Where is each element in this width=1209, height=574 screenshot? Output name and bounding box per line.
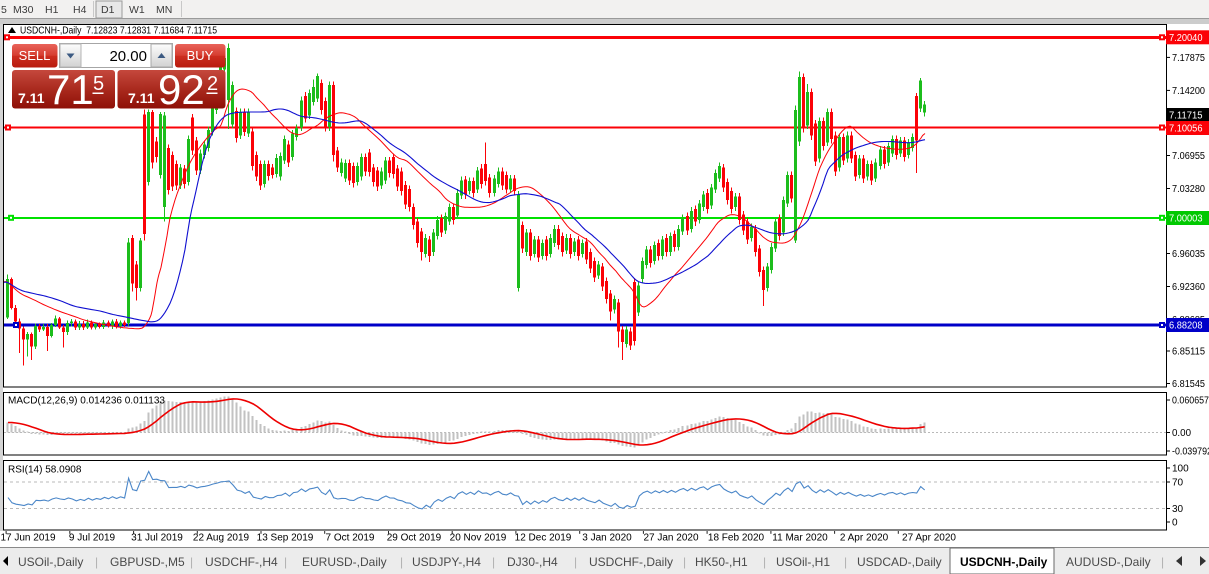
svg-text:GBPUSD-,M5: GBPUSD-,M5	[110, 555, 185, 569]
svg-text:M30: M30	[13, 4, 34, 16]
svg-text:7.03280: 7.03280	[1172, 184, 1205, 195]
svg-text:DJ30-,H4: DJ30-,H4	[507, 555, 558, 569]
svg-text:31 Jul 2019: 31 Jul 2019	[131, 533, 183, 544]
svg-text:7.11: 7.11	[128, 90, 155, 106]
svg-text:H1: H1	[45, 4, 59, 16]
svg-text:7.17875: 7.17875	[1172, 53, 1205, 64]
svg-text:USOil-,H1: USOil-,H1	[776, 555, 830, 569]
svg-text:6.81545: 6.81545	[1172, 379, 1205, 390]
svg-text:HK50-,H1: HK50-,H1	[695, 555, 748, 569]
svg-text:7.11: 7.11	[18, 90, 45, 106]
svg-text:3 Jan 2020: 3 Jan 2020	[582, 533, 632, 544]
svg-text:12 Dec 2019: 12 Dec 2019	[515, 533, 572, 544]
svg-text:13 Sep 2019: 13 Sep 2019	[257, 533, 314, 544]
svg-text:W1: W1	[129, 4, 145, 16]
svg-text:SELL: SELL	[19, 48, 51, 63]
svg-text:|: |	[763, 555, 766, 569]
svg-text:USDCNH-,Daily: USDCNH-,Daily	[960, 555, 1048, 569]
svg-text:USDCHF-,Daily: USDCHF-,Daily	[589, 555, 673, 569]
svg-text:MN: MN	[156, 4, 172, 16]
svg-text:0.060657: 0.060657	[1172, 396, 1209, 407]
svg-text:17 Jun 2019: 17 Jun 2019	[0, 533, 55, 544]
svg-text:18 Feb 2020: 18 Feb 2020	[708, 533, 765, 544]
svg-text:|: |	[492, 555, 495, 569]
svg-text:27 Jan 2020: 27 Jan 2020	[643, 533, 698, 544]
svg-text:5: 5	[93, 73, 104, 95]
svg-text:11 Mar 2020: 11 Mar 2020	[772, 533, 828, 544]
svg-text:9 Jul 2019: 9 Jul 2019	[69, 533, 116, 544]
svg-text:7.10056: 7.10056	[1169, 124, 1203, 135]
svg-text:7.11715: 7.11715	[1169, 111, 1203, 122]
svg-text:5: 5	[1, 4, 7, 16]
svg-text:7.00003: 7.00003	[1169, 214, 1203, 225]
svg-text:|: |	[574, 555, 577, 569]
svg-text:-0.039792: -0.039792	[1172, 447, 1209, 458]
svg-text:0: 0	[1172, 518, 1178, 529]
svg-text:7.20040: 7.20040	[1169, 33, 1203, 44]
svg-text:|: |	[400, 555, 403, 569]
svg-text:USDJPY-,H4: USDJPY-,H4	[412, 555, 481, 569]
svg-text:|: |	[190, 555, 193, 569]
svg-text:71: 71	[47, 66, 94, 113]
svg-text:RSI(14) 58.0908: RSI(14) 58.0908	[8, 465, 82, 476]
svg-text:22 Aug 2019: 22 Aug 2019	[193, 533, 250, 544]
svg-text:|: |	[1161, 555, 1164, 569]
svg-text:6.88208: 6.88208	[1169, 321, 1203, 332]
svg-text:EURUSD-,Daily: EURUSD-,Daily	[302, 555, 387, 569]
svg-text:D1: D1	[101, 4, 115, 16]
svg-text:H4: H4	[73, 4, 87, 16]
svg-text:2: 2	[207, 73, 218, 95]
svg-text:30: 30	[1172, 504, 1184, 515]
svg-text:100: 100	[1172, 464, 1189, 475]
svg-text:20 Nov 2019: 20 Nov 2019	[450, 533, 507, 544]
svg-text:7 Oct 2019: 7 Oct 2019	[326, 533, 375, 544]
svg-text:27 Apr 2020: 27 Apr 2020	[902, 533, 956, 544]
svg-text:USOil-,Daily: USOil-,Daily	[18, 555, 83, 569]
svg-text:92: 92	[158, 66, 205, 113]
svg-text:20.00: 20.00	[109, 48, 147, 65]
svg-text:0.00: 0.00	[1172, 428, 1191, 439]
svg-text:USDCAD-,Daily: USDCAD-,Daily	[857, 555, 942, 569]
svg-text:7.14200: 7.14200	[1172, 86, 1205, 97]
svg-text:|: |	[844, 555, 847, 569]
svg-text:USDCNH-,Daily 7.12823 7.12831: USDCNH-,Daily 7.12823 7.12831 7.11684 7.…	[20, 26, 217, 37]
svg-text:6.96035: 6.96035	[1172, 249, 1205, 260]
svg-text:70: 70	[1172, 478, 1184, 489]
svg-text:2 Apr 2020: 2 Apr 2020	[840, 533, 889, 544]
svg-text:MACD(12,26,9) 0.014236 0.01113: MACD(12,26,9) 0.014236 0.011133	[8, 396, 165, 407]
svg-text:USDCHF-,H4: USDCHF-,H4	[205, 555, 278, 569]
svg-text:AUDUSD-,Daily: AUDUSD-,Daily	[1066, 555, 1151, 569]
svg-text:29 Oct 2019: 29 Oct 2019	[387, 533, 442, 544]
svg-text:|: |	[95, 555, 98, 569]
svg-text:BUY: BUY	[187, 48, 214, 63]
svg-text:6.85115: 6.85115	[1172, 347, 1205, 358]
svg-text:|: |	[284, 555, 287, 569]
svg-text:7.06955: 7.06955	[1172, 151, 1205, 162]
svg-text:|: |	[683, 555, 686, 569]
svg-text:6.92360: 6.92360	[1172, 282, 1205, 293]
